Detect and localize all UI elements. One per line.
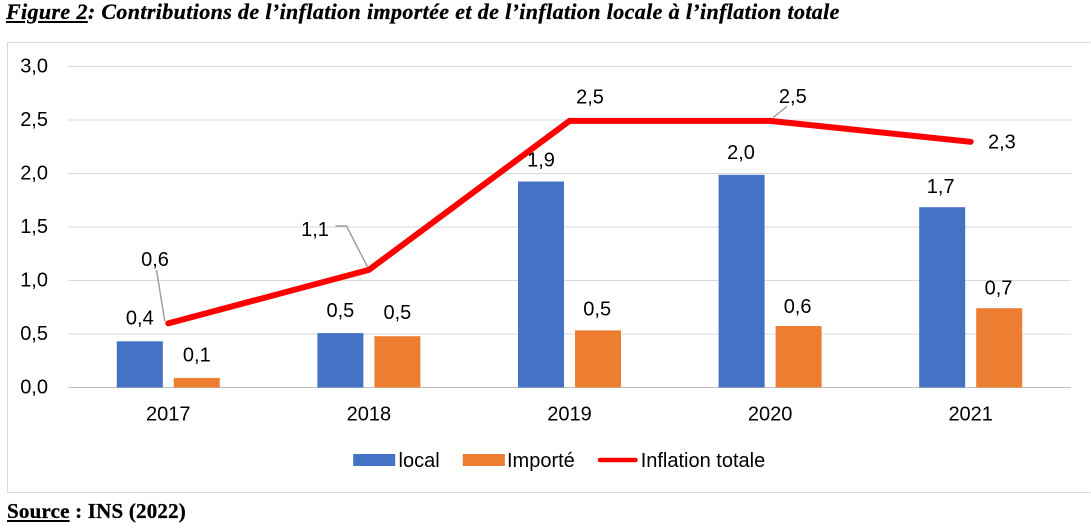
svg-text:2,5: 2,5	[20, 109, 48, 131]
svg-text:2,0: 2,0	[727, 142, 755, 164]
svg-text:0,5: 0,5	[20, 323, 48, 345]
svg-text:0,1: 0,1	[183, 345, 211, 367]
svg-text:2,0: 2,0	[20, 163, 48, 185]
svg-text:0,6: 0,6	[141, 249, 169, 271]
svg-text:Inflation totale: Inflation totale	[641, 450, 766, 472]
svg-text:0,6: 0,6	[784, 296, 812, 318]
svg-text:2021: 2021	[948, 404, 993, 426]
svg-text:1,7: 1,7	[927, 176, 955, 198]
svg-text:0,5: 0,5	[383, 302, 411, 324]
svg-text:1,0: 1,0	[20, 270, 48, 292]
svg-text:0,4: 0,4	[126, 308, 154, 330]
svg-text:local: local	[399, 450, 440, 472]
svg-text:0,5: 0,5	[583, 298, 611, 320]
svg-text:Importé: Importé	[507, 450, 575, 472]
svg-text:0,7: 0,7	[985, 278, 1013, 300]
svg-text:3,0: 3,0	[20, 56, 48, 78]
svg-text:1,9: 1,9	[527, 149, 555, 171]
svg-text:2018: 2018	[347, 404, 392, 426]
svg-text:2019: 2019	[547, 404, 592, 426]
svg-text:1,5: 1,5	[20, 216, 48, 238]
svg-text:2020: 2020	[748, 404, 793, 426]
svg-text:0,5: 0,5	[326, 300, 354, 322]
svg-text:1,1: 1,1	[301, 219, 329, 241]
svg-text:2,5: 2,5	[576, 86, 604, 108]
svg-text:2017: 2017	[146, 404, 191, 426]
svg-text:2,5: 2,5	[779, 86, 807, 108]
svg-text:0,0: 0,0	[20, 377, 48, 399]
svg-text:2,3: 2,3	[988, 132, 1016, 154]
